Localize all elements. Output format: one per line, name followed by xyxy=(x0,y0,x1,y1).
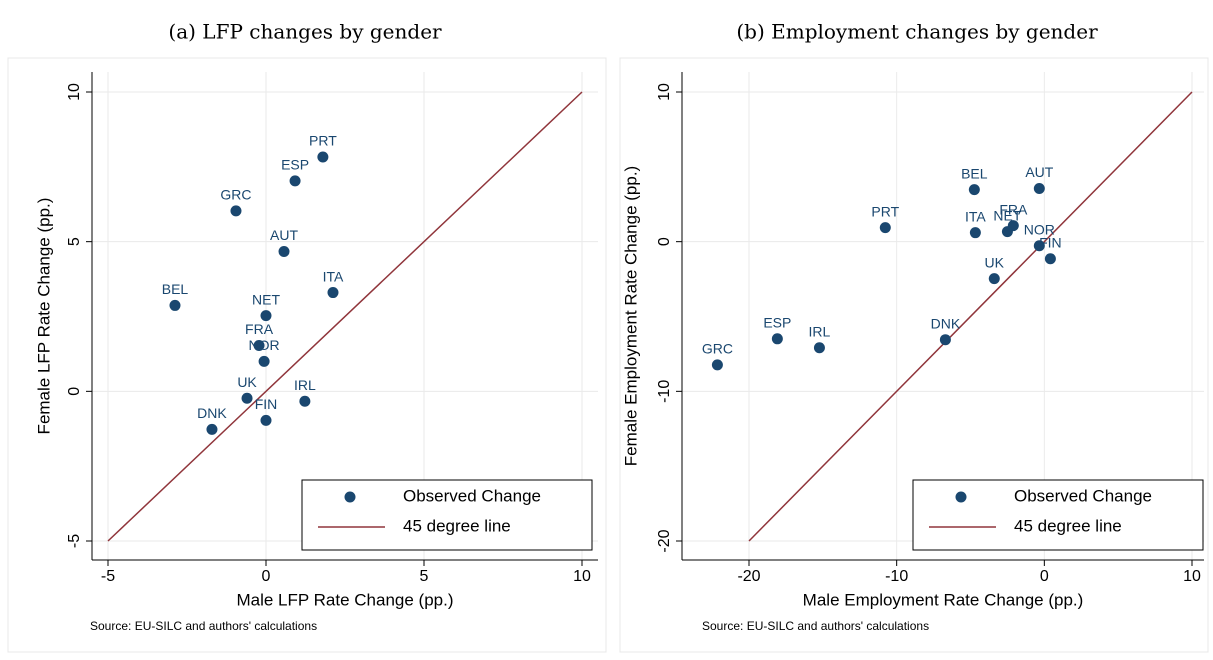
point-label: FIN xyxy=(255,396,278,412)
point-label: AUT xyxy=(270,227,298,243)
x-tick-label: -10 xyxy=(885,568,908,585)
point-label: GRC xyxy=(702,341,733,357)
point-label: GRC xyxy=(220,187,251,203)
y-tick-label: -20 xyxy=(656,529,673,552)
x-tick-label: 10 xyxy=(1183,568,1201,585)
y-tick-label: 0 xyxy=(66,387,83,396)
point-label: NOR xyxy=(1024,221,1055,237)
point-label: DNK xyxy=(197,405,227,421)
y-tick-label: 0 xyxy=(656,237,673,246)
y-tick-label: -5 xyxy=(66,534,83,548)
x-tick-label: 0 xyxy=(262,568,271,585)
point-label: IRL xyxy=(809,323,831,339)
point-label: NOR xyxy=(249,337,280,353)
point xyxy=(289,175,301,187)
point-label: UK xyxy=(985,254,1005,270)
y-tick-label: 10 xyxy=(656,83,673,101)
point xyxy=(813,342,825,354)
point-label: NET xyxy=(993,207,1021,223)
point xyxy=(968,184,980,196)
point-label: FIN xyxy=(1039,234,1062,250)
x-tick-label: -20 xyxy=(737,568,760,585)
point xyxy=(278,246,290,258)
point xyxy=(260,310,272,322)
panel-frame xyxy=(7,57,607,653)
x-tick-label: 5 xyxy=(420,568,429,585)
point xyxy=(260,414,272,426)
x-tick-label: 0 xyxy=(1040,568,1049,585)
point-label: UK xyxy=(237,374,257,390)
x-tick-label: 10 xyxy=(573,568,591,585)
point xyxy=(939,334,951,346)
legend-label: Observed Change xyxy=(403,486,541,505)
panel-frame xyxy=(619,57,1209,653)
point-label: ITA xyxy=(965,208,986,224)
point-label: ITA xyxy=(323,268,344,284)
legend-label: 45 degree line xyxy=(1014,516,1122,535)
point-label: BEL xyxy=(961,165,988,181)
legend-label: 45 degree line xyxy=(403,516,511,535)
y-axis-label: Female LFP Rate Change (pp.) xyxy=(34,198,53,435)
point-label: DNK xyxy=(931,315,961,331)
point xyxy=(241,392,253,404)
y-tick-label: 5 xyxy=(66,237,83,246)
x-axis-label: Male LFP Rate Change (pp.) xyxy=(236,590,453,609)
point-label: PRT xyxy=(871,203,899,219)
legend-marker xyxy=(955,491,967,503)
point xyxy=(317,151,329,163)
point-label: ESP xyxy=(763,315,791,331)
point xyxy=(1001,226,1013,238)
point xyxy=(169,299,181,311)
legend-marker xyxy=(344,491,356,503)
point xyxy=(711,359,723,371)
point-label: BEL xyxy=(162,281,189,297)
point-label: FRA xyxy=(245,321,274,337)
point xyxy=(988,273,1000,285)
point-label: IRL xyxy=(294,377,316,393)
point-label: PRT xyxy=(309,133,337,149)
x-axis-label: Male Employment Rate Change (pp.) xyxy=(803,590,1084,609)
chart-title: (a) LFP changes by gender xyxy=(168,20,442,44)
source-note: Source: EU-SILC and authors' calculation… xyxy=(702,619,929,633)
point-label: NET xyxy=(252,291,280,307)
point xyxy=(299,395,311,407)
chart-title: (b) Employment changes by gender xyxy=(736,20,1098,44)
point xyxy=(1033,240,1045,252)
x-tick-label: -5 xyxy=(101,568,115,585)
point-label: ESP xyxy=(281,157,309,173)
point xyxy=(230,205,242,217)
point xyxy=(253,340,265,352)
point xyxy=(1033,183,1045,195)
reference-line xyxy=(748,91,1193,542)
point xyxy=(258,355,270,367)
point xyxy=(327,287,339,299)
y-tick-label: -10 xyxy=(656,380,673,403)
point xyxy=(206,423,218,435)
point xyxy=(879,222,891,234)
source-note: Source: EU-SILC and authors' calculation… xyxy=(90,619,317,633)
reference-line xyxy=(107,91,583,542)
point xyxy=(1044,253,1056,265)
point-label: AUT xyxy=(1025,164,1053,180)
y-tick-label: 10 xyxy=(66,83,83,101)
legend-label: Observed Change xyxy=(1014,486,1152,505)
y-axis-label: Female Employment Rate Change (pp.) xyxy=(621,166,640,466)
point xyxy=(969,227,981,239)
point xyxy=(771,333,783,345)
point-label: FRA xyxy=(999,201,1028,217)
